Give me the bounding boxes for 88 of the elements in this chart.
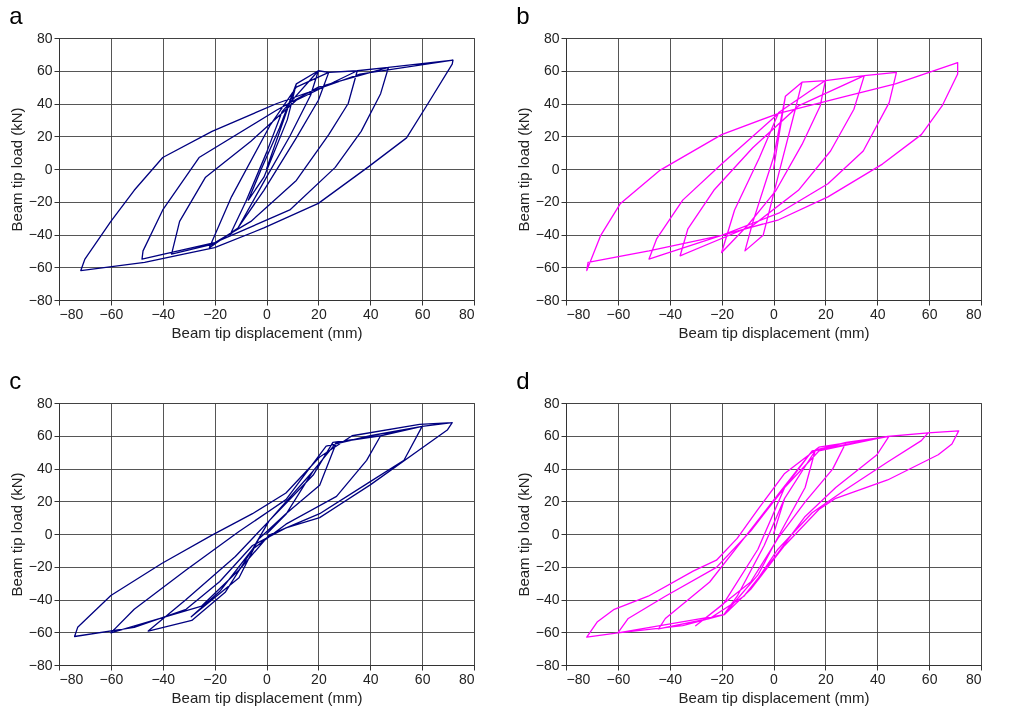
y-tick-label: 80 (36, 29, 53, 46)
x-tick-label: −60 (606, 305, 631, 322)
y-tick-label: 0 (44, 160, 53, 177)
line-series (80, 59, 454, 272)
y-tick-label: −80 (535, 291, 560, 308)
line-series (586, 430, 960, 638)
y-tick-label: −80 (535, 656, 560, 673)
line-series (586, 61, 959, 272)
x-tick-label: 40 (869, 305, 886, 322)
x-tick-label: 60 (414, 305, 431, 322)
y-tick-label: 20 (543, 492, 560, 509)
y-tick-label: 0 (44, 525, 53, 542)
x-tick-label: 60 (414, 670, 431, 687)
y-tick-label: −40 (535, 226, 560, 242)
line-series (73, 422, 453, 638)
x-tick-label: 20 (311, 305, 327, 322)
y-tick-label: 80 (36, 394, 53, 411)
chart-title: b (516, 2, 530, 29)
y-axis-title: Beam tip load (kN) (514, 472, 532, 597)
x-tick-label: 40 (362, 670, 379, 687)
y-tick-label: 0 (551, 525, 560, 542)
x-tick-label: 0 (770, 305, 779, 322)
x-tick-label: 20 (818, 305, 834, 322)
x-tick-label: −40 (151, 670, 176, 687)
x-tick-label: 60 (921, 305, 938, 322)
y-tick-label: −60 (535, 623, 560, 640)
x-tick-label: −40 (658, 670, 683, 687)
chart-title: c (9, 367, 22, 394)
x-tick-label: −20 (203, 670, 228, 687)
y-tick-label: −60 (535, 258, 560, 275)
y-tick-label: −80 (28, 291, 53, 308)
y-tick-label: −20 (28, 193, 53, 210)
y-tick-label: 60 (36, 62, 53, 79)
x-tick-label: −40 (658, 305, 683, 322)
chart-title: a (9, 2, 24, 29)
x-tick-label: 80 (965, 670, 982, 687)
y-axis-title: Beam tip load (kN) (7, 472, 25, 597)
x-tick-label: 40 (362, 305, 379, 322)
y-tick-label: 20 (36, 492, 53, 509)
x-tick-label: 0 (770, 670, 779, 687)
y-tick-label: 20 (543, 127, 560, 144)
x-tick-label: −80 (566, 305, 591, 322)
y-tick-label: 40 (36, 95, 53, 111)
y-tick-label: 60 (543, 62, 560, 79)
x-tick-label: 0 (263, 670, 272, 687)
y-tick-label: 40 (36, 460, 53, 476)
x-tick-label: −20 (203, 305, 228, 322)
x-axis-title: Beam tip displacement (mm) (678, 323, 870, 341)
x-tick-label: 60 (921, 670, 938, 687)
y-tick-label: −80 (28, 656, 53, 673)
x-tick-label: −60 (99, 670, 124, 687)
x-tick-label: −80 (566, 670, 591, 687)
x-tick-label: −20 (710, 305, 735, 322)
y-tick-label: 60 (36, 427, 53, 444)
y-tick-label: −60 (28, 623, 53, 640)
x-tick-label: −80 (59, 305, 84, 322)
y-axis-title: Beam tip load (kN) (7, 107, 25, 232)
y-tick-label: −40 (28, 226, 53, 242)
y-tick-label: 40 (543, 95, 560, 111)
x-tick-label: 20 (818, 670, 834, 687)
x-tick-label: −60 (606, 670, 631, 687)
y-tick-label: 80 (543, 29, 560, 46)
chart-title: d (516, 367, 530, 394)
y-tick-label: −40 (535, 591, 560, 607)
x-tick-label: −80 (59, 670, 84, 687)
y-tick-label: 80 (543, 394, 560, 411)
y-tick-label: 60 (543, 427, 560, 444)
y-tick-label: 20 (36, 127, 53, 144)
x-tick-label: 80 (458, 670, 475, 687)
y-tick-label: −60 (28, 258, 53, 275)
x-axis-title: Beam tip displacement (mm) (678, 688, 870, 706)
x-tick-label: 40 (869, 670, 886, 687)
x-tick-label: −20 (710, 670, 735, 687)
y-tick-label: −20 (535, 558, 560, 575)
y-tick-label: −40 (28, 591, 53, 607)
y-tick-label: 40 (543, 460, 560, 476)
x-tick-label: 80 (458, 305, 475, 322)
x-tick-label: −40 (151, 305, 176, 322)
x-axis-title: Beam tip displacement (mm) (171, 323, 363, 341)
x-tick-label: 0 (263, 305, 272, 322)
y-tick-label: 0 (551, 160, 560, 177)
x-tick-label: 80 (965, 305, 982, 322)
y-tick-label: −20 (28, 558, 53, 575)
y-axis-title: Beam tip load (kN) (514, 107, 532, 232)
y-tick-label: −20 (535, 193, 560, 210)
x-axis-title: Beam tip displacement (mm) (171, 688, 363, 706)
x-tick-label: 20 (311, 670, 327, 687)
x-tick-label: −60 (99, 305, 124, 322)
